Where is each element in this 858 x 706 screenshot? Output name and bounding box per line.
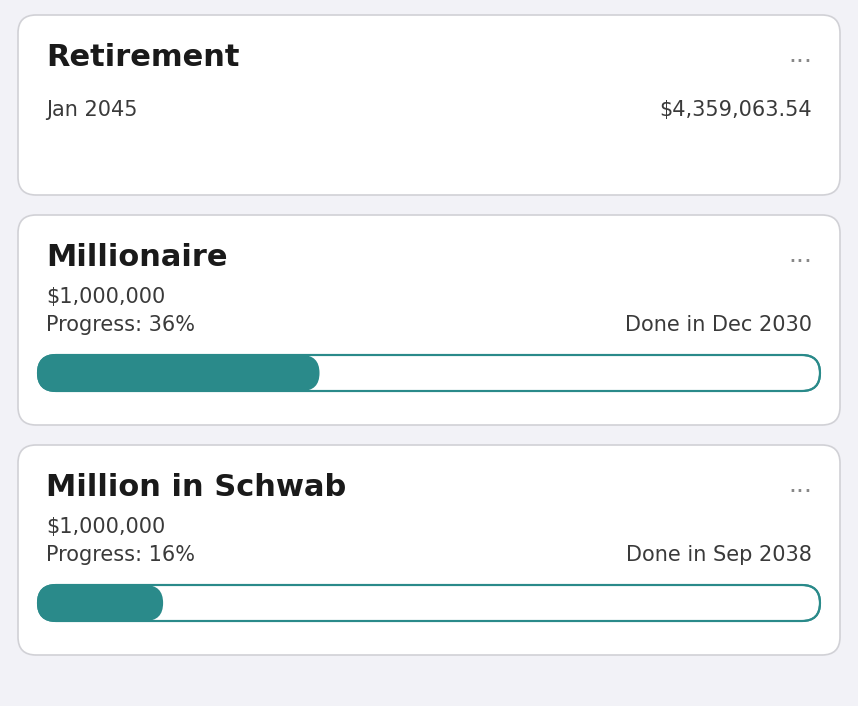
Text: Done in Sep 2038: Done in Sep 2038 (626, 545, 812, 565)
Text: Done in Dec 2030: Done in Dec 2030 (625, 315, 812, 335)
FancyBboxPatch shape (18, 15, 840, 195)
FancyBboxPatch shape (38, 585, 163, 621)
Text: ...: ... (788, 43, 812, 67)
Text: Millionaire: Millionaire (46, 243, 227, 272)
Text: ...: ... (788, 473, 812, 497)
Text: Jan 2045: Jan 2045 (46, 100, 137, 120)
Text: Million in Schwab: Million in Schwab (46, 473, 347, 502)
FancyBboxPatch shape (38, 355, 319, 391)
FancyBboxPatch shape (18, 215, 840, 425)
Text: Retirement: Retirement (46, 43, 239, 72)
Text: $1,000,000: $1,000,000 (46, 287, 166, 307)
Text: ...: ... (788, 243, 812, 267)
FancyBboxPatch shape (18, 445, 840, 655)
Text: Progress: 16%: Progress: 16% (46, 545, 195, 565)
Text: Progress: 36%: Progress: 36% (46, 315, 195, 335)
Text: $1,000,000: $1,000,000 (46, 517, 166, 537)
FancyBboxPatch shape (38, 585, 820, 621)
Text: $4,359,063.54: $4,359,063.54 (660, 100, 812, 120)
FancyBboxPatch shape (38, 355, 820, 391)
